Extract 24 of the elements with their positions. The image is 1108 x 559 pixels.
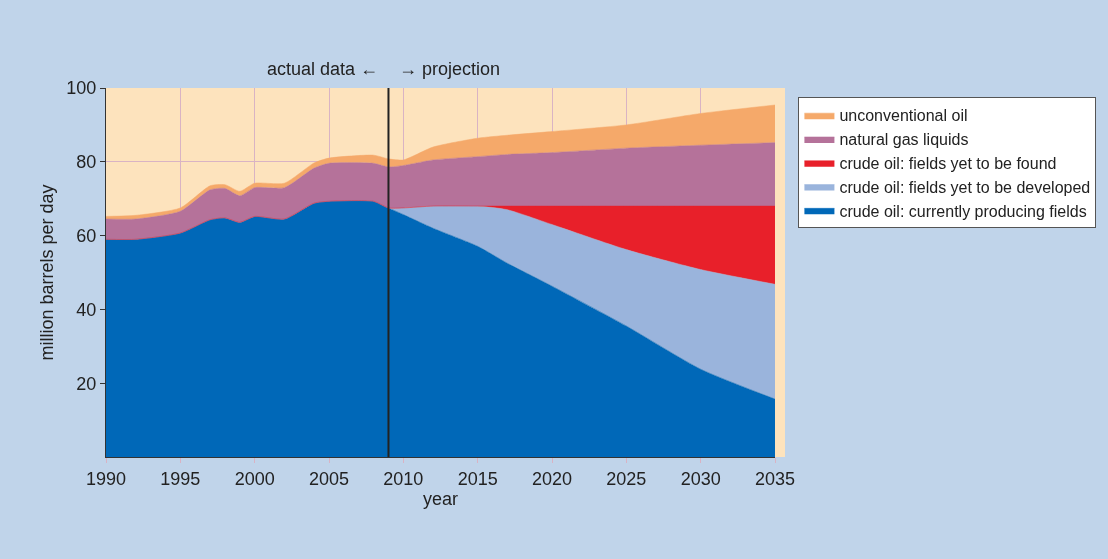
x-tick-label: 2000: [234, 468, 275, 489]
x-tick-label: 2025: [606, 468, 647, 489]
legend-label: crude oil: fields yet to be developed: [839, 178, 1091, 196]
x-tick-label: 2005: [308, 468, 350, 489]
legend-label: crude oil: currently producing fields: [839, 202, 1087, 220]
x-tick-label: 2015: [457, 468, 498, 489]
x-tick-label: 2010: [383, 468, 424, 489]
text: → projection: [399, 59, 501, 79]
x-tick-label: 2030: [680, 468, 721, 489]
y-tick-label: 100: [66, 78, 97, 99]
y-tick-label: 80: [76, 152, 97, 173]
y-tick-label: 20: [76, 373, 97, 394]
x-tick-label: 2020: [531, 468, 573, 489]
text: actual data ←: [267, 59, 379, 79]
legend-label: natural gas liquids: [839, 131, 969, 149]
y-tick-label: 40: [76, 299, 97, 320]
y-axis-title: million barrels per day: [36, 184, 57, 361]
x-tick-label: 2035: [754, 468, 796, 489]
x-tick-label: 1990: [85, 468, 127, 489]
x-tick-label: 1995: [160, 468, 201, 489]
legend-label: crude oil: fields yet to be found: [839, 154, 1057, 172]
legend-label: unconventional oil: [839, 107, 968, 125]
y-tick-label: 60: [76, 225, 97, 246]
x-axis-title: year: [422, 488, 459, 509]
